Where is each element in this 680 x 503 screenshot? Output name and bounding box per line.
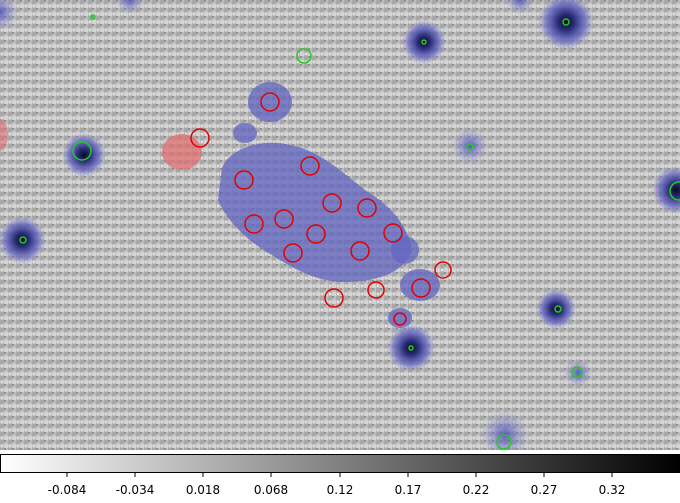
red-marker	[244, 214, 264, 234]
cluster-emission-region	[218, 82, 440, 328]
green-circle-markers	[19, 14, 680, 450]
colorbar: -0.084 -0.034 0.018 0.068 0.12 0.17 0.22 0.27 0.…	[0, 454, 680, 499]
colorbar-tick-label: -0.084	[48, 483, 87, 497]
red-marker	[324, 288, 344, 308]
red-marker	[283, 243, 303, 263]
green-marker	[72, 141, 92, 161]
red-marker	[306, 224, 326, 244]
sky-image	[0, 0, 680, 450]
green-marker	[421, 39, 427, 45]
red-marker	[234, 170, 254, 190]
green-marker	[554, 305, 562, 313]
green-marker	[496, 434, 512, 450]
red-marker	[393, 312, 407, 326]
red-marker	[322, 193, 342, 213]
colorbar-ticks: -0.084 -0.034 0.018 0.068 0.12 0.17 0.22 0.27 0.…	[48, 473, 626, 497]
green-marker	[296, 48, 312, 64]
green-marker	[669, 181, 680, 201]
red-marker	[260, 92, 280, 112]
colorbar-tick-label: -0.034	[116, 483, 155, 497]
colorbar-tick-label: 0.17	[395, 483, 422, 497]
colorbar-tick-label: 0.22	[463, 483, 490, 497]
colorbar-tick-label: 0.32	[599, 483, 626, 497]
green-marker	[466, 143, 474, 151]
red-marker	[411, 278, 431, 298]
green-marker	[19, 236, 27, 244]
red-marker	[274, 209, 294, 229]
red-marker	[190, 128, 210, 148]
red-marker	[383, 223, 403, 243]
green-marker	[408, 345, 414, 351]
red-marker	[434, 261, 452, 279]
colorbar-tick-label: 0.27	[531, 483, 558, 497]
colorbar-gradient	[0, 454, 680, 473]
green-marker	[562, 18, 570, 26]
red-marker	[367, 281, 385, 299]
red-edge-blob	[0, 119, 8, 151]
green-marker	[90, 14, 96, 20]
colorbar-tick-label: 0.018	[186, 483, 220, 497]
green-marker	[571, 366, 583, 378]
red-circle-markers	[190, 92, 452, 326]
sky-image-panel[interactable]	[0, 0, 680, 450]
red-emission-blob	[162, 134, 202, 170]
red-marker	[357, 198, 377, 218]
point-sources	[0, 0, 680, 450]
red-marker	[350, 241, 370, 261]
colorbar-tick-label: 0.068	[254, 483, 288, 497]
colorbar-tick-label: 0.12	[327, 483, 354, 497]
red-marker	[300, 156, 320, 176]
